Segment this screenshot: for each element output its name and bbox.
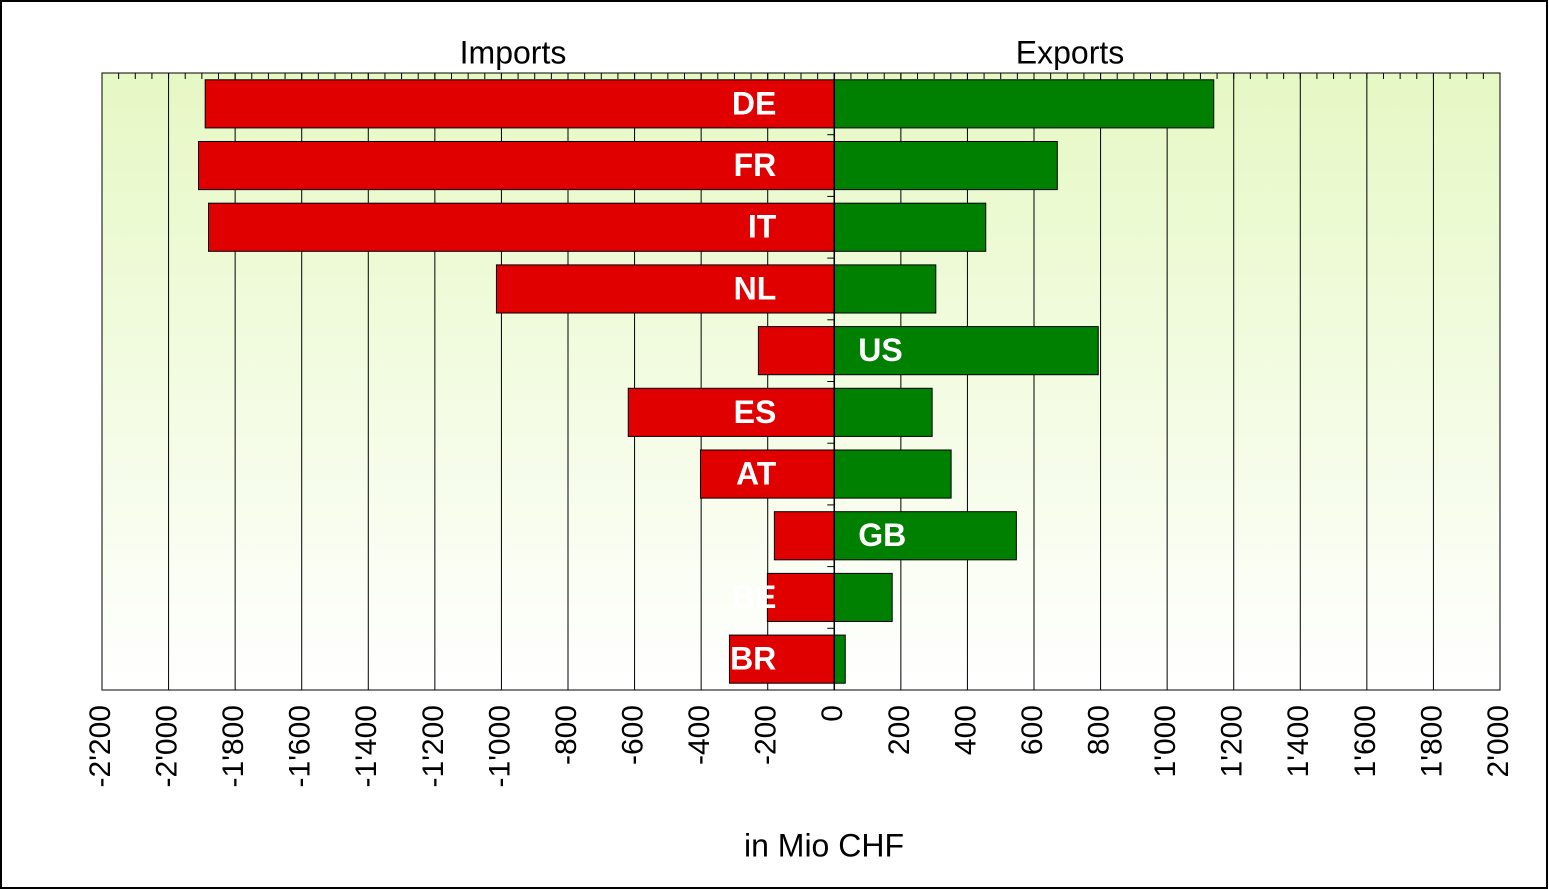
export-bar (833, 79, 1215, 129)
export-bar (833, 449, 952, 499)
exports-header: Exports (1016, 34, 1124, 70)
x-tick-label: -1'600 (284, 705, 317, 787)
export-bar (833, 264, 937, 314)
x-tick-label: -200 (750, 705, 783, 765)
export-bar (833, 202, 987, 252)
x-tick-label: -400 (683, 705, 716, 765)
import-bar (208, 202, 835, 252)
category-label: BE (732, 579, 776, 615)
category-label: ES (734, 394, 777, 430)
import-bar (773, 511, 835, 561)
x-axis-label: in Mio CHF (744, 827, 904, 863)
x-tick-label: 800 (1082, 705, 1115, 755)
import-bar (728, 634, 835, 684)
category-label: FR (734, 147, 777, 183)
x-tick-label: 1'600 (1349, 705, 1382, 777)
plot-frame (101, 72, 1501, 691)
x-tick-label: 400 (949, 705, 982, 755)
import-bar (198, 140, 835, 191)
x-tick-label: -2'200 (84, 705, 117, 787)
category-label: IT (748, 209, 777, 245)
export-bar (833, 140, 1058, 191)
x-tick-label: -1'400 (350, 705, 383, 787)
x-tick-label: 1'200 (1216, 705, 1249, 777)
import-bar (627, 387, 835, 437)
x-tick-label: 1'400 (1282, 705, 1315, 777)
import-bar (757, 326, 835, 376)
category-label: NL (734, 270, 777, 306)
export-bar (833, 572, 893, 623)
category-label: AT (736, 456, 777, 492)
x-tick-label: -800 (550, 705, 583, 765)
imports-header: Imports (460, 34, 567, 70)
x-tick-label: 600 (1016, 705, 1049, 755)
x-tick-label: 0 (816, 705, 849, 722)
import-bar (699, 449, 835, 499)
x-tick-label: -600 (616, 705, 649, 765)
export-bar (833, 634, 846, 684)
x-tick-label: -1'800 (217, 705, 250, 787)
import-bar (204, 79, 835, 129)
import-bar (495, 264, 835, 314)
x-tick-label: 1'800 (1415, 705, 1448, 777)
x-tick-label: -1'000 (483, 705, 516, 787)
export-bar (833, 511, 1017, 561)
category-label: US (858, 332, 902, 368)
export-bar (833, 326, 1099, 376)
import-bar (766, 572, 835, 623)
x-tick-label: 2'000 (1482, 705, 1515, 777)
category-label: DE (732, 85, 776, 121)
x-tick-label: 200 (883, 705, 916, 755)
x-tick-label: 1'000 (1149, 705, 1182, 777)
x-tick-label: -1'200 (417, 705, 450, 787)
x-tick-label: -2'000 (150, 705, 183, 787)
category-label: BR (730, 641, 776, 677)
export-bar (833, 387, 933, 437)
category-label: GB (858, 517, 906, 553)
